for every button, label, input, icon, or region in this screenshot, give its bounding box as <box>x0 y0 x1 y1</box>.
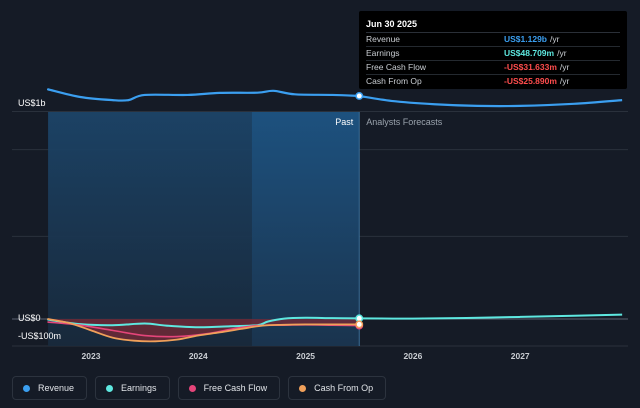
tooltip-label: Earnings <box>366 48 400 58</box>
tooltip-label: Revenue <box>366 34 401 44</box>
legend-label: Earnings <box>121 383 157 393</box>
tooltip-row-revenue: Revenue US$1.129b /yr <box>366 33 620 47</box>
x-tick-label: 2024 <box>189 351 208 361</box>
tooltip-unit: /yr <box>550 34 560 44</box>
legend-dot-icon <box>106 384 114 392</box>
tooltip-unit: /yr <box>559 62 570 72</box>
tooltip-label: Cash From Op <box>366 76 422 86</box>
legend-dot-icon <box>23 384 30 392</box>
tooltip-row-free-cash-flow: Free Cash Flow -US$31.633m /yr <box>366 61 620 75</box>
legend-label: Free Cash Flow <box>203 383 268 393</box>
legend-label: Revenue <box>38 383 75 393</box>
legend-label: Cash From Op <box>314 383 374 393</box>
legend-item-earnings[interactable]: Earnings <box>95 376 170 400</box>
tooltip-value: US$48.709m <box>504 48 555 58</box>
x-tick-label: 2027 <box>511 351 530 361</box>
y-axis-label: US$1b <box>18 98 46 108</box>
legend: Revenue Earnings Free Cash Flow Cash Fro… <box>12 376 387 400</box>
tooltip-value: -US$25.890m <box>504 76 557 86</box>
past-label: Past <box>335 117 354 127</box>
tooltip-row-cash-from-op: Cash From Op -US$25.890m /yr <box>366 75 620 88</box>
legend-item-revenue[interactable]: Revenue <box>12 376 88 400</box>
tooltip-unit: /yr <box>557 48 567 58</box>
series-marker-cash-from-op <box>355 320 364 329</box>
tooltip-date: Jun 30 2025 <box>366 17 620 33</box>
x-tick-label: 2025 <box>296 351 315 361</box>
x-tick-label: 2023 <box>82 351 101 361</box>
series-marker-revenue <box>355 92 364 100</box>
legend-item-free-cash-flow[interactable]: Free Cash Flow <box>177 376 281 400</box>
series-line-cash-from-op <box>47 318 361 343</box>
series-line-earnings <box>47 316 361 329</box>
tooltip-value: -US$31.633m <box>504 62 557 72</box>
tooltip-label: Free Cash Flow <box>366 62 426 72</box>
tooltip-unit: /yr <box>559 76 570 86</box>
legend-dot-icon <box>299 384 307 392</box>
forecast-label: Analysts Forecasts <box>366 117 443 127</box>
y-axis-label: -US$100m <box>18 331 61 341</box>
tooltip-value: US$1.129b <box>504 34 547 44</box>
series-forecast-line-revenue <box>359 94 623 108</box>
series-line-revenue <box>46 88 361 102</box>
highlight-region <box>251 112 360 346</box>
tooltip-panel: Jun 30 2025 Revenue US$1.129b /yr Earnin… <box>359 11 627 89</box>
series-forecast-line-earnings <box>359 313 623 320</box>
x-tick-label: 2026 <box>403 351 422 361</box>
y-axis-label: US$0 <box>18 313 41 323</box>
legend-dot-icon <box>188 384 196 392</box>
legend-item-cash-from-op[interactable]: Cash From Op <box>288 376 387 400</box>
tooltip-row-earnings: Earnings US$48.709m /yr <box>366 47 620 61</box>
